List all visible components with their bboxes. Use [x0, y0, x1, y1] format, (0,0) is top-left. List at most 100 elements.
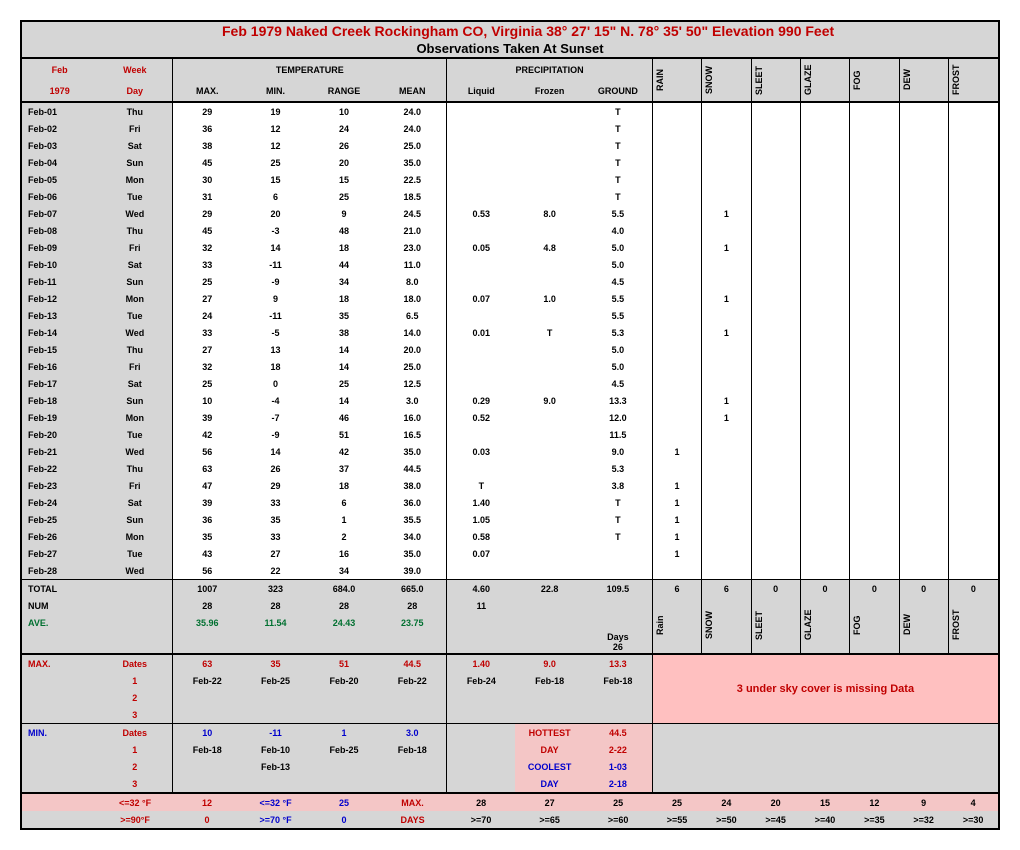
cell — [948, 137, 998, 154]
cell: 5.3 — [584, 324, 653, 341]
cell — [850, 545, 899, 562]
hdr-fog: FOG — [852, 60, 862, 100]
cell — [447, 273, 516, 290]
days-label: Days — [607, 632, 629, 642]
cell: 19 — [241, 102, 310, 120]
cell: 51 — [310, 426, 379, 443]
cell: 1.0 — [515, 290, 584, 307]
r90-2: >=60 — [584, 811, 653, 828]
cell: 21.0 — [378, 222, 447, 239]
cell — [948, 409, 998, 426]
cell — [850, 137, 899, 154]
cell — [800, 511, 849, 528]
cell: Wed — [97, 562, 172, 580]
cell — [800, 477, 849, 494]
cell — [702, 528, 751, 545]
cell: 35.5 — [378, 511, 447, 528]
cell: 0.07 — [447, 545, 516, 562]
cell: T — [584, 528, 653, 545]
cell: 0.03 — [447, 443, 516, 460]
mnd1-3: Feb-18 — [378, 741, 447, 758]
cell: 4.5 — [584, 375, 653, 392]
cell: 15 — [310, 171, 379, 188]
cell: 20.0 — [378, 341, 447, 358]
hdr-min: MIN. — [241, 80, 310, 102]
cell: T — [584, 120, 653, 137]
cell — [447, 102, 516, 120]
cell — [751, 188, 800, 205]
cell — [702, 375, 751, 392]
cell: 1.40 — [447, 494, 516, 511]
cell — [948, 443, 998, 460]
cell — [899, 171, 948, 188]
r90-5: >=45 — [751, 811, 800, 828]
cell — [948, 545, 998, 562]
cell: 1 — [310, 511, 379, 528]
cell: T — [584, 154, 653, 171]
cell — [751, 324, 800, 341]
cell — [800, 341, 849, 358]
cell — [702, 188, 751, 205]
cell — [850, 443, 899, 460]
cell: 1 — [652, 477, 701, 494]
cell — [800, 273, 849, 290]
cell: 36 — [173, 511, 242, 528]
table-row: Feb-06Tue3162518.5T — [22, 188, 998, 205]
r32-7: 12 — [850, 793, 899, 811]
cell — [948, 392, 998, 409]
cell: 24.0 — [378, 120, 447, 137]
cell: Mon — [97, 528, 172, 545]
hdr-range: RANGE — [310, 80, 379, 102]
cell: Feb-05 — [22, 171, 97, 188]
cell: Feb-03 — [22, 137, 97, 154]
cell: 14 — [241, 443, 310, 460]
cell — [800, 426, 849, 443]
cell: Sat — [97, 494, 172, 511]
cell — [702, 545, 751, 562]
cell — [800, 443, 849, 460]
maxdate-3: 3 — [97, 706, 172, 724]
cell — [800, 239, 849, 256]
cell: 63 — [173, 460, 242, 477]
total-s: 6 — [702, 580, 751, 598]
cell: 1 — [652, 443, 701, 460]
cell — [850, 528, 899, 545]
cell — [652, 460, 701, 477]
cell: -4 — [241, 392, 310, 409]
table-row: Feb-16Fri32181425.05.0 — [22, 358, 998, 375]
num-max: 28 — [173, 597, 242, 614]
cell: 35 — [310, 307, 379, 324]
maxrow-frz: 9.0 — [515, 654, 584, 672]
subtitle: Observations Taken At Sunset — [22, 40, 998, 58]
cell: 18.0 — [378, 290, 447, 307]
cell — [515, 307, 584, 324]
md1-5: Feb-18 — [515, 672, 584, 689]
cell — [850, 392, 899, 409]
cell: T — [584, 171, 653, 188]
r90-v2: 0 — [310, 811, 379, 828]
table-row: Feb-15Thu27131420.05.0 — [22, 341, 998, 358]
cell: 42 — [173, 426, 242, 443]
r90-l2: >=70 °F — [241, 811, 310, 828]
cell: 1 — [702, 239, 751, 256]
cell: 16.5 — [378, 426, 447, 443]
cell — [515, 273, 584, 290]
cell — [652, 307, 701, 324]
cell — [899, 460, 948, 477]
cell: 5.0 — [584, 256, 653, 273]
cell: 43 — [173, 545, 242, 562]
total-sl: 0 — [751, 580, 800, 598]
table-row: Feb-04Sun45252035.0T — [22, 154, 998, 171]
table-row: Feb-24Sat3933636.01.40T1 — [22, 494, 998, 511]
maxrow-dates: Dates — [97, 654, 172, 672]
f-sleet: SLEET — [754, 605, 764, 645]
cell — [652, 188, 701, 205]
cell — [515, 562, 584, 580]
cell: 34.0 — [378, 528, 447, 545]
cell: -9 — [241, 273, 310, 290]
cell: 38 — [310, 324, 379, 341]
cell — [899, 375, 948, 392]
cell: Sun — [97, 511, 172, 528]
cell — [447, 120, 516, 137]
cell — [948, 358, 998, 375]
